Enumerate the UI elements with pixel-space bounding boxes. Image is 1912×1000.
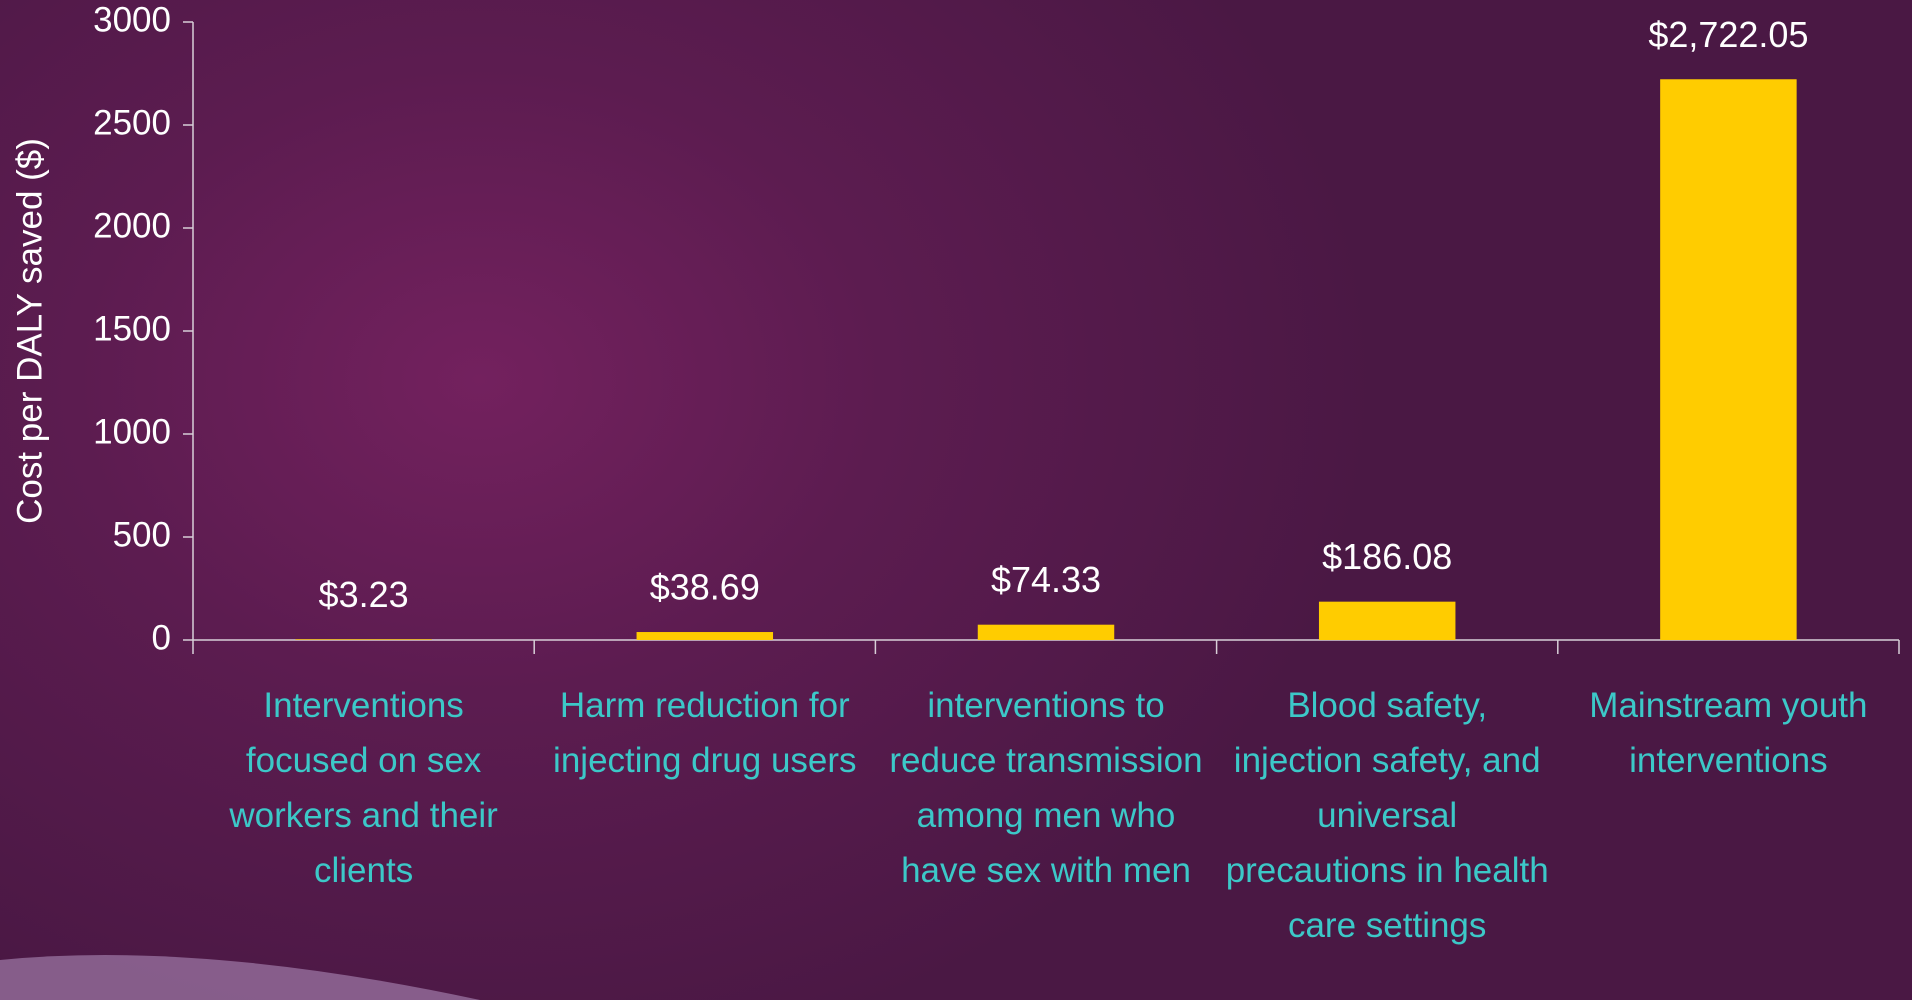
bar bbox=[636, 632, 774, 640]
value-label: $38.69 bbox=[650, 567, 760, 608]
x-tick-label: Blood safety, injection safety, and univ… bbox=[1225, 686, 1549, 945]
bar bbox=[1318, 601, 1456, 640]
bar bbox=[295, 639, 432, 640]
y-tick-label: 1000 bbox=[93, 412, 171, 451]
value-label: $186.08 bbox=[1322, 536, 1452, 577]
y-tick-label: 500 bbox=[113, 515, 171, 554]
y-tick-label: 1500 bbox=[93, 309, 171, 348]
y-axis-label: Cost per DALY saved ($) bbox=[10, 138, 49, 524]
y-tick-label: 0 bbox=[152, 618, 171, 657]
x-tick-label: Interventions focused on sex workers and… bbox=[229, 686, 498, 890]
y-tick-label: 3000 bbox=[93, 0, 171, 39]
bar bbox=[977, 624, 1115, 640]
y-tick-label: 2000 bbox=[93, 206, 171, 245]
decoration bbox=[0, 955, 480, 1000]
x-tick-label: Harm reduction for injecting drug users bbox=[553, 686, 857, 780]
value-label: $74.33 bbox=[991, 559, 1101, 600]
x-tick-label: Mainstream youth interventions bbox=[1589, 686, 1868, 780]
x-tick-label: interventions to reduce transmission amo… bbox=[889, 686, 1203, 890]
value-label: $2,722.05 bbox=[1648, 14, 1808, 55]
y-tick-label: 2500 bbox=[93, 103, 171, 142]
bar bbox=[1660, 79, 1797, 641]
value-label: $3.23 bbox=[319, 574, 409, 615]
